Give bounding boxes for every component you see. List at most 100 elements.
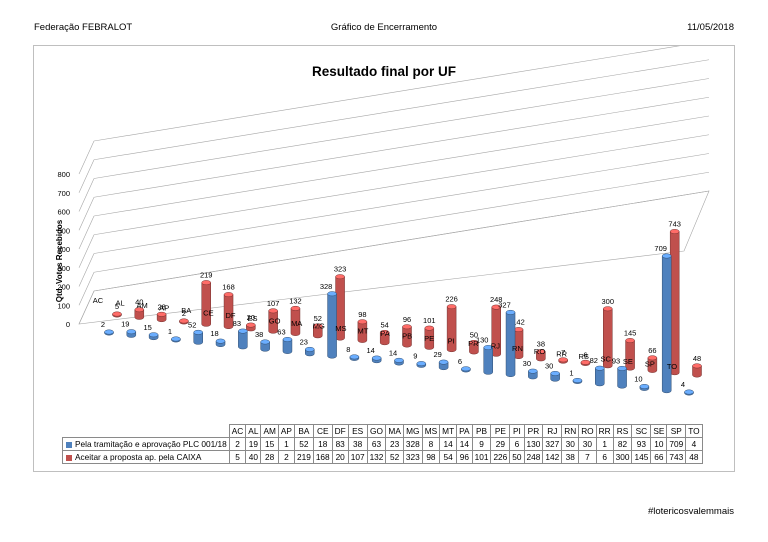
bar-series-2 <box>313 323 323 339</box>
gridline-side <box>78 253 95 287</box>
table-header-cell: PB <box>471 424 492 438</box>
x-tick-label: CE <box>203 309 213 318</box>
bar-data-label: 328 <box>320 282 333 291</box>
y-tick-label: 600 <box>57 208 70 217</box>
bar-data-label: 93 <box>612 356 620 365</box>
bar-cap <box>371 355 382 361</box>
bar-body <box>268 310 278 334</box>
x-tick-label: ES <box>248 314 258 323</box>
bar-data-label: 7 <box>561 348 565 357</box>
bar-cap <box>580 359 591 365</box>
bar-body <box>424 327 435 350</box>
table-header-cell: BA <box>293 424 314 438</box>
chart-title: Resultado final por UF <box>312 64 456 79</box>
bar-body <box>134 309 145 320</box>
data-table-row-series-1: Pela tramitação e aprovação PLC 001/18 2 1… <box>62 437 703 451</box>
bar-series-1 <box>126 329 137 338</box>
table-value-cell: 2 <box>277 450 295 464</box>
bar-data-label: 327 <box>498 300 511 309</box>
header-date: 11/05/2018 <box>687 22 734 33</box>
table-value-cell: 18 <box>312 437 333 451</box>
table-header-cell: SC <box>631 424 652 438</box>
bar-data-label: 5 <box>115 302 119 311</box>
table-header-cell: CE <box>312 424 333 438</box>
bar-body <box>617 368 627 389</box>
table-value-cell: 38 <box>561 450 580 464</box>
bar-data-label: 23 <box>300 337 308 346</box>
table-header-cell: MS <box>421 424 441 438</box>
bar-data-label: 29 <box>433 350 441 359</box>
bar-data-label: 20 <box>247 313 255 322</box>
table-header-cell: ES <box>347 424 368 438</box>
table-header-cell: PA <box>456 424 473 438</box>
table-value-cell: 29 <box>490 437 511 451</box>
gridline-side <box>78 140 95 175</box>
table-header-cell: MT <box>439 424 458 438</box>
bar-cap <box>327 291 337 297</box>
table-series-label: Pela tramitação e aprovação PLC 001/18 <box>62 437 230 451</box>
table-value-cell: 101 <box>471 450 492 464</box>
bar-data-label: 83 <box>233 319 241 328</box>
bar-data-label: 323 <box>334 265 347 274</box>
bar-series-2 <box>446 304 457 353</box>
bar-body <box>379 332 390 346</box>
bar-series-2 <box>134 307 145 320</box>
table-header-cell: RR <box>595 424 614 438</box>
table-value-cell: 66 <box>650 450 668 464</box>
gridline-side <box>78 197 95 231</box>
bar-series-1 <box>371 355 382 364</box>
legend-label: Pela tramitação e aprovação PLC 001/18 <box>75 439 227 449</box>
bar-data-label: 15 <box>143 323 151 332</box>
bar-cap <box>112 311 122 317</box>
bar-series-1 <box>617 365 627 389</box>
x-tick-label: SC <box>601 354 612 363</box>
header-title: Gráfico de Encerramento <box>330 22 438 33</box>
bar-cap <box>669 229 680 234</box>
bar-body <box>402 326 412 348</box>
table-value-cell: 10 <box>650 437 668 451</box>
bar-series-1 <box>260 339 270 352</box>
x-tick-label: BA <box>181 306 191 315</box>
bar-cap <box>461 366 471 372</box>
table-value-cell: 28 <box>260 450 279 464</box>
x-tick-label: RJ <box>491 342 500 351</box>
table-header-cell: TO <box>685 424 703 438</box>
x-tick-label: PI <box>448 337 455 346</box>
legend-swatch <box>66 454 72 461</box>
table-value-cell: 1 <box>277 437 295 451</box>
x-tick-label: AL <box>115 299 124 308</box>
bar-data-label: 743 <box>668 220 681 229</box>
bar-series-2 <box>201 280 211 327</box>
y-tick-label: 300 <box>57 264 70 273</box>
bar-data-label: 54 <box>381 320 389 329</box>
table-value-cell: 14 <box>439 437 458 451</box>
bar-series-1 <box>595 365 605 387</box>
table-value-cell: 23 <box>385 437 404 451</box>
table-corner <box>63 425 230 438</box>
table-value-cell: 7 <box>578 450 597 464</box>
bar-data-label: 82 <box>590 356 598 365</box>
bar-cap <box>684 389 694 395</box>
table-value-cell: 30 <box>578 437 597 451</box>
x-tick-label: RR <box>556 349 567 358</box>
table-header-cell: RJ <box>542 424 563 438</box>
bar-cap <box>193 329 203 335</box>
table-value-cell: 38 <box>347 437 368 451</box>
bar-series-2 <box>246 322 256 332</box>
bar-series-1 <box>148 332 159 341</box>
bar-series-2 <box>402 324 412 348</box>
y-tick-label: 500 <box>57 226 70 235</box>
bar-cap <box>268 308 278 314</box>
table-header-cell: SE <box>650 424 668 438</box>
bar-data-label: 19 <box>121 320 129 329</box>
bar-cap <box>134 307 145 313</box>
bar-body <box>223 294 234 329</box>
bar-body <box>603 308 613 369</box>
gridline-side <box>78 159 95 193</box>
bar-body <box>201 282 211 327</box>
bar-data-label: 30 <box>523 359 531 368</box>
bar-series-2 <box>112 311 122 318</box>
table-value-cell: 50 <box>509 450 525 464</box>
x-tick-label: PR <box>468 339 479 348</box>
header-left: Federação FEBRALOT <box>34 22 133 33</box>
